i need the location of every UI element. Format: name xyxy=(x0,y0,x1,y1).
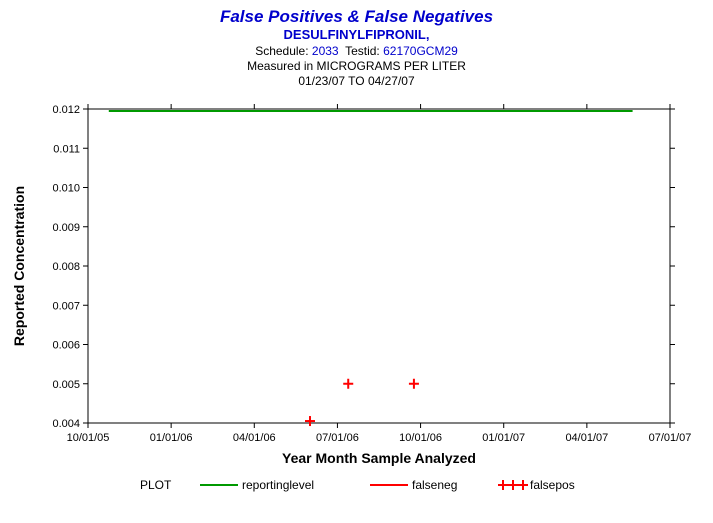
testid-value: 62170GCM29 xyxy=(383,44,458,58)
y-tick-label: 0.006 xyxy=(52,339,80,351)
x-tick-label: 04/01/07 xyxy=(565,432,608,444)
chart-title: False Positives & False Negatives xyxy=(0,6,713,27)
schedule-value: 2033 xyxy=(312,44,339,58)
y-tick-label: 0.005 xyxy=(52,378,80,390)
y-tick-label: 0.008 xyxy=(52,261,80,273)
y-tick-label: 0.007 xyxy=(52,300,80,312)
date-range: 01/23/07 TO 04/27/07 xyxy=(0,74,713,89)
y-tick-label: 0.011 xyxy=(53,143,80,155)
legend-label-falseneg: falseneg xyxy=(412,478,457,492)
y-tick-label: 0.004 xyxy=(52,418,80,430)
plot-border xyxy=(88,109,670,423)
chart-header: False Positives & False Negatives DESULF… xyxy=(0,0,713,89)
schedule-label: Schedule: xyxy=(255,44,308,58)
legend-label-falsepos: falsepos xyxy=(530,478,575,492)
y-tick-label: 0.012 xyxy=(52,104,80,116)
x-tick-label: 07/01/06 xyxy=(316,432,359,444)
y-tick-label: 0.009 xyxy=(52,221,80,233)
x-tick-label: 01/01/07 xyxy=(482,432,525,444)
y-tick-label: 0.010 xyxy=(52,182,80,194)
x-axis-label: Year Month Sample Analyzed xyxy=(282,450,476,466)
y-axis-label: Reported Concentration xyxy=(11,185,27,345)
x-tick-label: 04/01/06 xyxy=(233,432,276,444)
testid-label: Testid: xyxy=(345,44,380,58)
x-tick-label: 10/01/06 xyxy=(399,432,442,444)
x-tick-label: 07/01/07 xyxy=(649,432,692,444)
compound-name: DESULFINYLFIPRONIL, xyxy=(0,27,713,43)
schedule-line: Schedule: 2033 Testid: 62170GCM29 xyxy=(0,44,713,59)
x-tick-label: 10/01/05 xyxy=(67,432,110,444)
x-tick-label: 01/01/06 xyxy=(150,432,193,444)
legend-label-reportinglevel: reportinglevel xyxy=(242,478,314,492)
legend-title: PLOT xyxy=(140,478,172,492)
units-line: Measured in MICROGRAMS PER LITER xyxy=(0,59,713,74)
chart-canvas: 0.004 0.005 0.006 0.007 0.008 0.009 0.010 0.011… xyxy=(0,89,713,509)
